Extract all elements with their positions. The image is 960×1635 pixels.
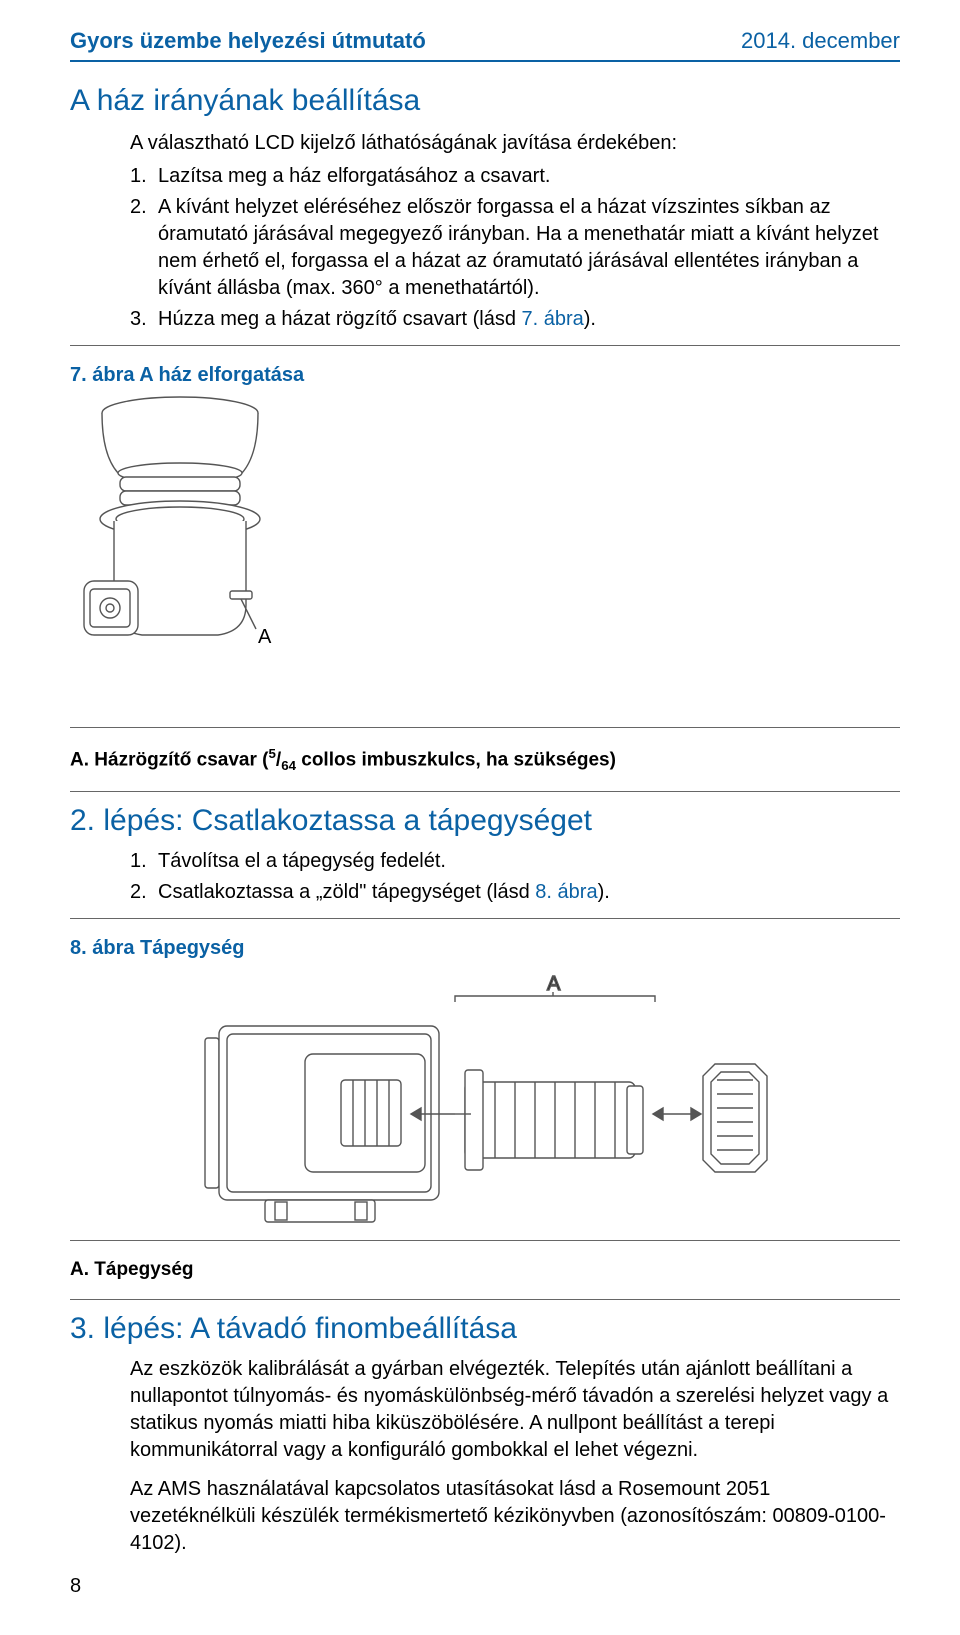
fig7-caption-post: collos imbuszkulcs, ha szükséges) <box>296 749 616 770</box>
fig7-marker: A <box>258 626 272 648</box>
fig8-label: 8. ábra Tápegység <box>70 937 900 960</box>
step-text: Távolítsa el a tápegység fedelét. <box>158 848 900 875</box>
rule <box>70 345 900 346</box>
fig7-caption-sub: 64 <box>281 758 296 773</box>
rule <box>70 1240 900 1241</box>
list-item: 2. A kívánt helyzet eléréséhez először f… <box>130 194 900 302</box>
step-text: Lazítsa meg a ház elforgatásához a csava… <box>158 163 900 190</box>
list-item: 1. Lazítsa meg a ház elforgatásához a cs… <box>130 163 900 190</box>
list-item: 2. Csatlakoztassa a „zöld" tápegységet (… <box>130 879 900 906</box>
fig7-label: 7. ábra A ház elforgatása <box>70 364 900 387</box>
section3-para1: Az eszközök kalibrálását a gyárban elvég… <box>130 1356 900 1464</box>
rule <box>70 918 900 919</box>
header-title: Gyors üzembe helyezési útmutató <box>70 28 426 54</box>
list-item: 3. Húzza meg a házat rögzítő csavart (lá… <box>130 306 900 333</box>
list-item: 1. Távolítsa el a tápegység fedelét. <box>130 848 900 875</box>
figure-ref: 7. ábra <box>522 308 584 330</box>
figure-ref: 8. ábra <box>535 881 597 903</box>
page-number: 8 <box>70 1575 900 1598</box>
fig7-caption: A. Házrögzítő csavar (5/64 collos imbusz… <box>70 740 900 779</box>
section-housing-title: A ház irányának beállítása <box>70 84 900 118</box>
section3-title: 3. lépés: A távadó finombeállítása <box>70 1312 900 1346</box>
step-number: 2. <box>130 194 158 302</box>
fig8-caption: A. Tápegység <box>70 1253 900 1287</box>
section2-steps: 1. Távolítsa el a tápegység fedelét. 2. … <box>130 848 900 906</box>
svg-text:A: A <box>547 973 561 995</box>
step-text: A kívánt helyzet eléréséhez először forg… <box>158 194 900 302</box>
rule <box>70 791 900 792</box>
step-text: Húzza meg a házat rögzítő csavart (lásd … <box>158 306 900 333</box>
section2-title: 2. lépés: Csatlakoztassa a tápegységet <box>70 804 900 838</box>
fig7-caption-sup: 5 <box>269 746 276 761</box>
step-text-pre: Csatlakoztassa a „zöld" tápegységet (lás… <box>158 881 535 903</box>
fig7-drawing: A <box>70 395 330 715</box>
header-date: 2014. december <box>741 28 900 54</box>
step-text-pre: Húzza meg a házat rögzítő csavart (lásd <box>158 308 522 330</box>
step-number: 2. <box>130 879 158 906</box>
fig8-drawing: A <box>155 968 815 1228</box>
step-number: 3. <box>130 306 158 333</box>
section3-para2: Az AMS használatával kapcsolatos utasítá… <box>130 1476 900 1557</box>
step-text-post: ). <box>584 308 596 330</box>
section1-steps: 1. Lazítsa meg a ház elforgatásához a cs… <box>130 163 900 333</box>
step-text: Csatlakoztassa a „zöld" tápegységet (lás… <box>158 879 900 906</box>
rule <box>70 1299 900 1300</box>
fig7-caption-pre: A. Házrögzítő csavar ( <box>70 749 269 770</box>
page-header: Gyors üzembe helyezési útmutató 2014. de… <box>70 28 900 62</box>
step-number: 1. <box>130 848 158 875</box>
step-text-post: ). <box>598 881 610 903</box>
step-number: 1. <box>130 163 158 190</box>
rule <box>70 727 900 728</box>
section1-lead: A választható LCD kijelző láthatóságának… <box>130 132 900 155</box>
